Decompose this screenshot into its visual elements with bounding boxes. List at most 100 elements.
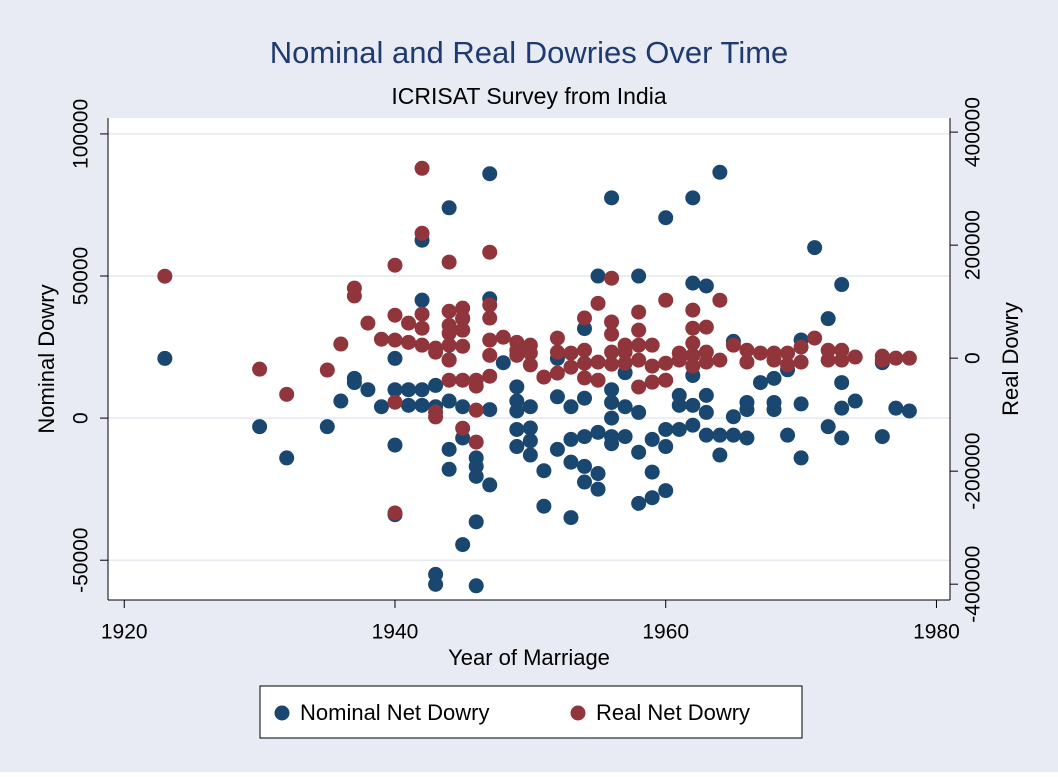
point — [509, 403, 525, 419]
point — [604, 394, 620, 410]
point — [631, 495, 647, 511]
legend-box — [259, 685, 803, 739]
point — [698, 387, 714, 403]
point — [590, 372, 606, 388]
point — [252, 361, 268, 377]
point — [373, 331, 389, 347]
point — [482, 347, 498, 363]
y2-tick-label: -400000 — [962, 546, 985, 623]
point — [577, 390, 593, 406]
point — [373, 399, 389, 415]
point — [468, 402, 484, 418]
point — [157, 268, 173, 284]
point — [441, 200, 457, 216]
point — [644, 431, 660, 447]
point — [847, 393, 863, 409]
point — [739, 402, 755, 418]
point — [346, 375, 362, 391]
point — [441, 254, 457, 270]
point — [577, 429, 593, 445]
point — [793, 450, 809, 466]
y-tick-label: -50000 — [70, 528, 93, 593]
point — [685, 358, 701, 374]
point — [807, 330, 823, 346]
point — [428, 409, 444, 425]
point — [834, 352, 850, 368]
point — [387, 332, 403, 348]
point — [549, 344, 565, 360]
point — [455, 399, 471, 415]
point — [685, 320, 701, 336]
point — [563, 345, 579, 361]
point — [590, 354, 606, 370]
point — [468, 450, 484, 466]
point — [563, 454, 579, 470]
point — [739, 430, 755, 446]
point — [279, 450, 295, 466]
point — [482, 310, 498, 326]
point — [549, 365, 565, 381]
point — [631, 322, 647, 338]
point — [834, 400, 850, 416]
point — [685, 335, 701, 351]
point — [387, 394, 403, 410]
point — [428, 344, 444, 360]
point — [874, 429, 890, 445]
y2-tick-label: 200000 — [962, 210, 985, 280]
point — [468, 578, 484, 594]
point — [780, 345, 796, 361]
point — [509, 421, 525, 437]
point — [441, 337, 457, 353]
point — [658, 372, 674, 388]
point — [387, 437, 403, 453]
point — [455, 372, 471, 388]
point — [834, 430, 850, 446]
point — [549, 441, 565, 457]
chart-subtitle: ICRISAT Survey from India — [391, 83, 666, 109]
point — [604, 436, 620, 452]
point — [319, 362, 335, 378]
point — [482, 368, 498, 384]
point — [346, 288, 362, 304]
point — [333, 393, 349, 409]
point — [482, 244, 498, 260]
point — [685, 190, 701, 206]
point — [468, 378, 484, 394]
x-tick-label: 1980 — [913, 621, 960, 644]
point — [441, 303, 457, 319]
point — [441, 393, 457, 409]
point — [793, 339, 809, 355]
point — [590, 268, 606, 284]
point — [387, 257, 403, 273]
point — [536, 498, 552, 514]
point — [414, 382, 430, 398]
point — [522, 420, 538, 436]
point — [455, 322, 471, 338]
point — [157, 350, 173, 366]
point — [455, 537, 471, 553]
point — [631, 337, 647, 353]
point — [698, 319, 714, 335]
point — [780, 427, 796, 443]
point — [739, 354, 755, 370]
point — [387, 382, 403, 398]
point — [834, 375, 850, 391]
point — [631, 444, 647, 460]
x-tick-label: 1920 — [101, 621, 148, 644]
point — [414, 397, 430, 413]
point — [401, 315, 417, 331]
point — [509, 379, 525, 395]
point — [658, 292, 674, 308]
point — [752, 345, 768, 361]
point — [495, 355, 511, 371]
point — [712, 352, 728, 368]
point — [631, 268, 647, 284]
legend-label: Real Net Dowry — [596, 700, 750, 725]
point — [834, 277, 850, 293]
point — [685, 302, 701, 318]
point — [482, 402, 498, 418]
legend-label: Nominal Net Dowry — [300, 700, 490, 725]
point — [766, 352, 782, 368]
point — [387, 307, 403, 323]
point — [617, 429, 633, 445]
